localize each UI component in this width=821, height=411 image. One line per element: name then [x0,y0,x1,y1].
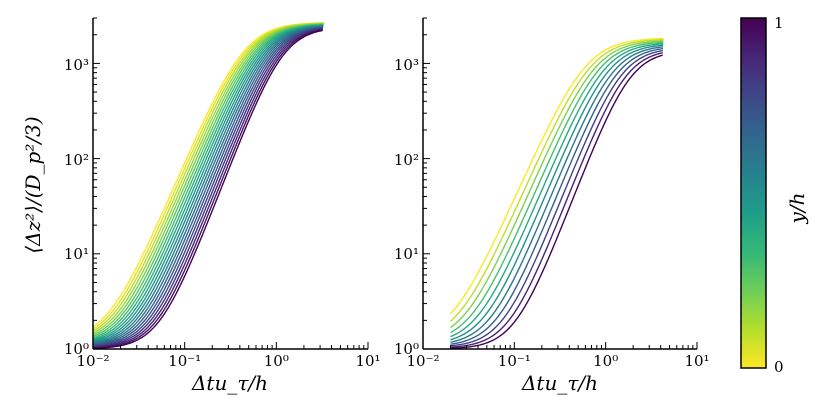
left-series-line-7 [92,24,324,340]
right-xtick-label-3: 10¹ [684,352,709,370]
right-series-line-1 [450,39,664,322]
left-ytick-label-1: 10¹ [64,245,89,263]
right-series-line-2 [450,40,664,329]
right-xtick-label-1: 10⁻¹ [498,352,531,370]
right-xtick-label-0: 10⁻² [406,352,439,370]
right-series-line-8 [450,49,664,347]
left-xtick-label-3: 10¹ [355,352,380,370]
right-ytick-label-1: 10¹ [394,245,419,263]
left-series-line-8 [92,24,324,341]
left-series-line-12 [92,26,324,345]
left-series-line-3 [92,22,324,334]
right-series-line-9 [450,52,663,348]
right-series-group [449,37,664,350]
left-series-line-0 [92,22,324,328]
left-panel: 10⁻² 10⁻¹ 10⁰ 10¹ 10⁰ 10¹ 10² 10³ Δtu_τ/… [21,17,381,395]
left-ticks [92,17,369,350]
colorbar-gradient [740,17,767,369]
left-series-line-16 [92,27,323,348]
right-series-line-5 [450,44,664,341]
right-series-line-4 [450,43,664,338]
left-series-line-14 [92,27,324,347]
right-series-line-6 [450,46,664,343]
left-series-line-6 [92,23,324,339]
left-series-line-4 [92,23,324,336]
left-x-axis-label: Δtu_τ/h [191,371,268,395]
left-series-group [92,22,324,350]
left-ytick-label-2: 10² [64,151,89,169]
right-ytick-label-2: 10² [394,151,419,169]
left-series-line-2 [92,22,324,332]
right-series-line-0 [449,37,664,315]
left-series-line-15 [92,27,324,347]
right-ticks [422,17,698,350]
right-series-line-3 [450,41,664,334]
left-series-line-19 [92,29,323,350]
colorbar: 1 0 y/h [740,14,809,376]
left-series-line-10 [92,25,324,343]
right-series-line-7 [450,47,664,345]
right-series-line-10 [450,54,663,350]
colorbar-axis-label: y/h [785,193,809,225]
left-xtick-label-2: 10⁰ [264,352,289,370]
right-ytick-label-0: 10⁰ [394,340,419,358]
right-ytick-label-3: 10³ [394,56,419,74]
left-ytick-label-3: 10³ [64,56,89,74]
colorbar-max-label: 1 [774,14,784,32]
left-xtick-label-1: 10⁻¹ [168,352,201,370]
colorbar-min-label: 0 [774,358,784,376]
left-series-line-9 [92,24,324,342]
left-series-line-11 [92,25,324,344]
left-series-line-5 [92,23,324,338]
left-series-line-17 [92,28,323,348]
left-y-axis-label: ⟨Δz²⟩/(D_p²/3) [21,116,45,253]
left-xtick-label-0: 10⁻² [76,352,109,370]
left-series-line-18 [92,29,323,349]
left-series-line-13 [92,26,324,346]
right-xtick-label-2: 10⁰ [593,352,618,370]
right-x-axis-label: Δtu_τ/h [521,371,598,395]
right-panel: 10⁻² 10⁻¹ 10⁰ 10¹ 10⁰ 10¹ 10² 10³ Δtu_τ/… [394,17,710,395]
left-ytick-label-0: 10⁰ [64,340,89,358]
